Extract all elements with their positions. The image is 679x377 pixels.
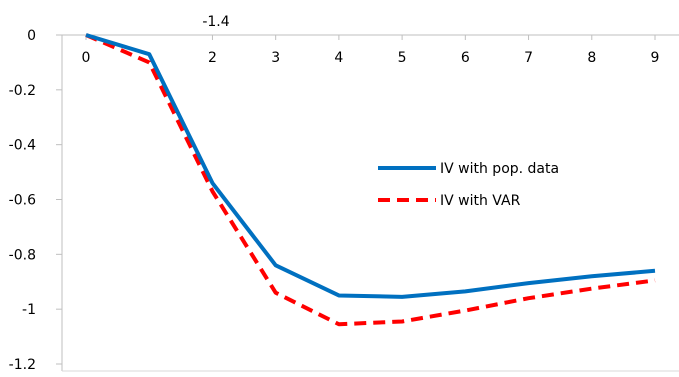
y-tick-label: -1.2 bbox=[9, 357, 36, 373]
series-line-iv-with-pop-data bbox=[85, 33, 656, 299]
x-tick-label: 5 bbox=[398, 50, 407, 66]
y-axis-ticks: 0 -0.2 -0.4 -0.6 -0.8 -1 -1.2 bbox=[9, 28, 62, 373]
legend-label: IV with pop. data bbox=[440, 161, 559, 177]
x-tick-label: 9 bbox=[651, 50, 660, 66]
x-tick-label: 8 bbox=[587, 50, 596, 66]
y-tick-label: -0.2 bbox=[9, 83, 36, 99]
axes bbox=[61, 34, 679, 372]
y-tick-label: 0 bbox=[27, 28, 36, 44]
x-axis-ticks: 0 2 3 4 5 6 7 8 9 bbox=[82, 35, 660, 66]
y-tick-label: -0.8 bbox=[9, 247, 36, 263]
x-tick-label: 7 bbox=[524, 50, 533, 66]
x-tick-label: 4 bbox=[334, 50, 343, 66]
y-tick-label: -1 bbox=[22, 302, 36, 318]
series-line-iv-with-var bbox=[85, 33, 656, 327]
x-tick-label: 0 bbox=[82, 50, 91, 66]
x-tick-label: 3 bbox=[271, 50, 280, 66]
series-layer bbox=[85, 33, 656, 327]
x-tick-label: 6 bbox=[461, 50, 470, 66]
legend-label: IV with VAR bbox=[440, 193, 521, 209]
y-tick-label: -0.6 bbox=[9, 193, 36, 209]
legend: IV with pop. data IV with VAR bbox=[378, 161, 559, 209]
overlay-tick-label: -1.4 bbox=[202, 14, 229, 30]
y-tick-label: -0.4 bbox=[9, 138, 36, 154]
x-tick-label: 2 bbox=[208, 50, 217, 66]
